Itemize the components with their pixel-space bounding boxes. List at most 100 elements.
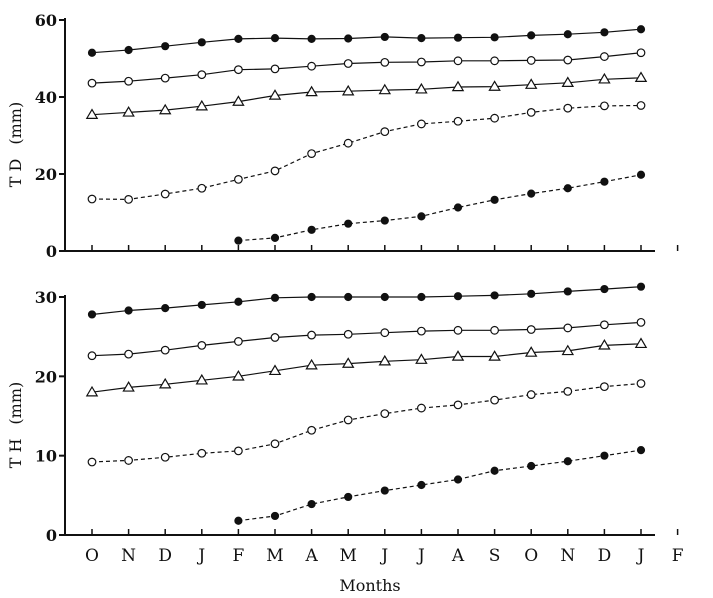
data-point	[307, 225, 316, 234]
data-point	[380, 486, 389, 495]
y-tick-label: 40	[35, 88, 57, 107]
x-axis-label: Months	[339, 576, 400, 595]
y-axis-label-name: T D	[6, 159, 25, 188]
data-point	[415, 82, 428, 94]
series-line	[91, 321, 642, 357]
data-point	[490, 195, 499, 204]
data-point	[160, 189, 170, 199]
data-point	[195, 99, 209, 111]
data-point	[234, 34, 243, 43]
data-point	[233, 174, 243, 184]
data-point	[87, 48, 97, 57]
y-tick-label: 20	[35, 165, 57, 184]
data-point	[307, 61, 317, 71]
x-tick-label: J	[196, 546, 205, 566]
data-point	[343, 415, 353, 425]
y-axis-label: T D (mm)	[6, 102, 25, 187]
data-point	[233, 337, 243, 346]
th-panel: 0 10 20 30 T H (mm)	[6, 282, 679, 545]
data-point	[87, 194, 97, 204]
data-point	[600, 451, 609, 460]
data-point	[270, 333, 280, 342]
data-point	[600, 382, 609, 392]
data-point	[124, 45, 133, 55]
data-point	[85, 108, 99, 119]
data-point	[453, 33, 463, 42]
x-tick-label: N	[560, 546, 575, 566]
data-point	[417, 326, 426, 336]
data-point	[124, 306, 133, 315]
data-point	[270, 293, 280, 302]
data-point	[344, 492, 353, 502]
series-line	[91, 343, 642, 393]
data-point	[598, 339, 611, 350]
data-point	[268, 89, 282, 100]
data-point	[563, 103, 573, 113]
series-0	[87, 25, 646, 57]
x-tick-label: A	[304, 546, 318, 566]
data-point	[417, 33, 426, 43]
data-point	[453, 325, 463, 335]
data-point	[270, 439, 280, 449]
x-tick-label: M	[266, 546, 283, 566]
y-tick-label: 0	[46, 526, 57, 545]
x-tick-label: J	[379, 546, 388, 566]
data-point	[417, 119, 426, 129]
y-axis-label-name: T H	[6, 439, 25, 469]
y-tick-label: 0	[46, 242, 57, 261]
x-tick-label: N	[121, 546, 136, 566]
y-tick-label: 10	[35, 447, 57, 466]
data-point	[341, 357, 355, 368]
data-point	[307, 330, 317, 340]
data-point	[122, 381, 135, 392]
data-point	[453, 400, 463, 410]
x-tick-label: D	[158, 546, 172, 566]
data-point	[158, 103, 172, 115]
data-point	[124, 456, 134, 465]
x-tick-label: J	[636, 546, 645, 566]
data-point	[636, 48, 646, 58]
data-point	[490, 291, 499, 300]
series-3	[87, 379, 646, 467]
series-line	[91, 382, 642, 463]
data-point	[380, 32, 389, 42]
y-axis-label: T H (mm)	[6, 382, 25, 469]
series-line	[91, 52, 642, 84]
x-tick-label: D	[598, 546, 612, 566]
data-point	[526, 390, 536, 399]
series-4	[234, 170, 646, 245]
data-point	[160, 73, 170, 83]
data-point	[488, 350, 501, 361]
data-point	[343, 329, 353, 339]
data-point	[307, 34, 316, 43]
data-point	[160, 452, 170, 462]
x-tick-label: F	[672, 546, 684, 566]
data-point	[600, 177, 609, 186]
data-point	[453, 116, 463, 126]
data-point	[270, 166, 280, 176]
data-point	[563, 323, 573, 333]
data-point	[197, 70, 207, 80]
data-point	[563, 457, 572, 466]
series-4	[234, 446, 646, 525]
data-point	[378, 354, 392, 366]
data-point	[417, 292, 426, 302]
data-point	[636, 317, 646, 327]
data-point	[270, 511, 280, 521]
data-point	[307, 292, 316, 302]
x-tick-label: F	[233, 546, 245, 566]
series-line	[238, 449, 642, 522]
y-axis-label-unit: (mm)	[6, 102, 25, 145]
data-point	[380, 328, 390, 338]
data-point	[307, 425, 317, 435]
data-point	[307, 499, 316, 509]
data-point	[490, 33, 499, 42]
data-point	[232, 369, 245, 381]
data-point	[305, 358, 318, 370]
data-point	[270, 33, 280, 43]
data-point	[161, 42, 170, 51]
data-point	[270, 64, 280, 74]
data-point	[380, 57, 390, 67]
